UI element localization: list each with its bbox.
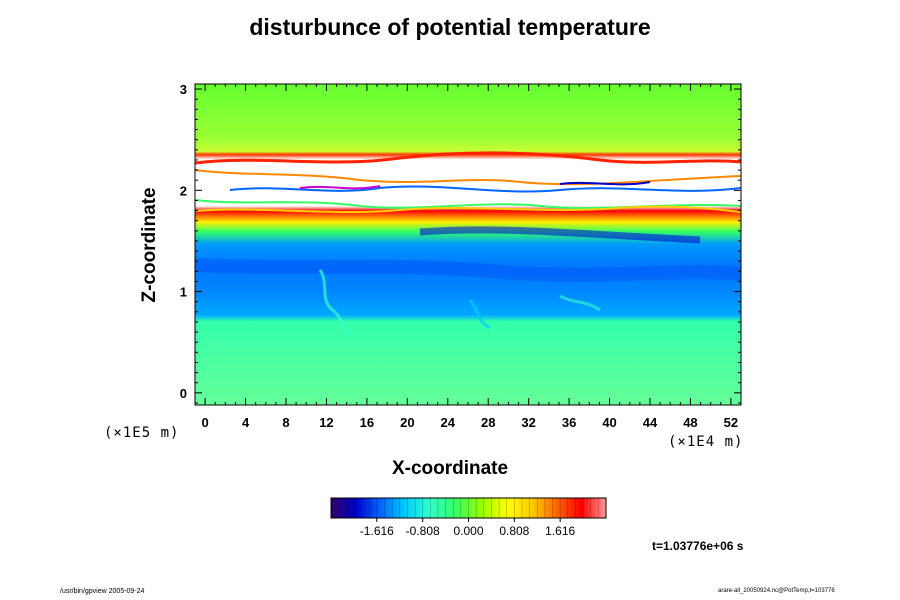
colorbar-tick-label: 0.808 xyxy=(499,524,529,538)
y-axis-label: Z-coordinate xyxy=(139,187,160,303)
x-unit-label: (×1E4 m) xyxy=(668,434,744,450)
time-label: t=1.03776e+06 s xyxy=(652,539,744,553)
heatmap-details xyxy=(195,151,741,338)
footer-source: arare-all_20050924.nc@PotTemp,t=103776 xyxy=(718,588,835,594)
x-tick-label: 20 xyxy=(400,415,414,430)
footer-command: /usr/bin/gpview 2005-09-24 xyxy=(60,588,145,595)
x-tick-label: 16 xyxy=(360,415,374,430)
x-tick-label: 36 xyxy=(562,415,576,430)
y-tick-label: 0 xyxy=(180,386,187,401)
colorbar-tick-label: 0.000 xyxy=(453,524,483,538)
x-tick-label: 52 xyxy=(724,415,738,430)
x-axis: 0 4 8 12 16 20 24 28 32 36 40 44 48 52 xyxy=(194,84,742,430)
x-axis-label: X-coordinate xyxy=(391,458,509,479)
y-tick-label: 1 xyxy=(180,285,187,300)
y-tick-label: 2 xyxy=(180,183,187,198)
heatmap-field xyxy=(195,84,741,405)
x-tick-label: 4 xyxy=(242,415,250,430)
colorbar-tick-label: -1.616 xyxy=(360,524,394,538)
x-tick-label: 28 xyxy=(481,415,495,430)
x-tick-label: 44 xyxy=(643,415,658,430)
x-tick-label: 32 xyxy=(521,415,535,430)
x-tick-label: 8 xyxy=(282,415,289,430)
colorbar-tick-label: 1.616 xyxy=(545,524,575,538)
colorbar-tick-label: -0.808 xyxy=(406,524,440,538)
y-tick-label: 3 xyxy=(180,82,187,97)
x-tick-label: 12 xyxy=(319,415,333,430)
x-tick-label: 0 xyxy=(201,415,208,430)
x-tick-label: 40 xyxy=(602,415,616,430)
z-unit-label: (×1E5 m) xyxy=(104,425,180,441)
y-axis: 0 1 2 3 xyxy=(180,82,741,404)
colorbar-ticks: -1.616 -0.808 0.000 0.808 1.616 xyxy=(330,498,607,538)
chart-title: disturbunce of potential temperature xyxy=(249,14,651,40)
x-tick-label: 24 xyxy=(441,415,456,430)
x-tick-label: 48 xyxy=(683,415,697,430)
